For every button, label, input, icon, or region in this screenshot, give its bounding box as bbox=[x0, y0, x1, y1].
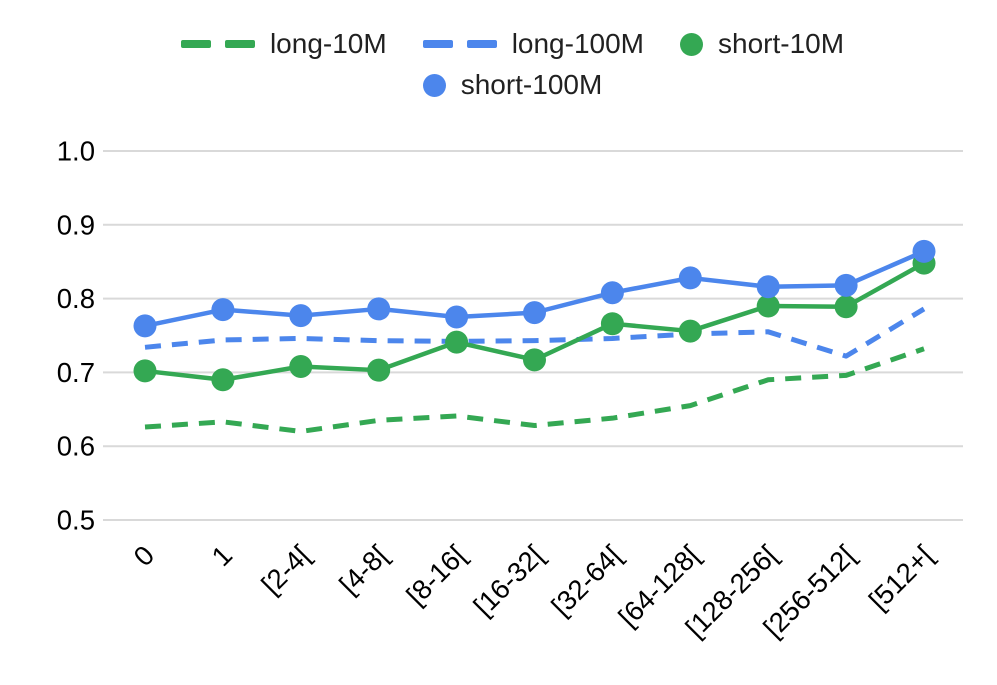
y-axis-tick-label: 0.7 bbox=[57, 357, 95, 388]
data-point-short-10M bbox=[133, 359, 157, 383]
legend-row-2: short-100M bbox=[422, 69, 603, 100]
y-axis-tick-label: 0.6 bbox=[57, 431, 95, 462]
x-axis-tick-label: 0 bbox=[128, 539, 161, 572]
data-point-short-10M bbox=[523, 348, 546, 372]
data-point-short-10M bbox=[600, 312, 624, 336]
legend-item-short-10M: short-10M bbox=[680, 30, 844, 58]
data-point-short-100M bbox=[367, 297, 391, 321]
data-point-short-100M bbox=[523, 301, 546, 325]
data-point-short-100M bbox=[912, 239, 936, 263]
y-axis-tick-label: 1.0 bbox=[57, 136, 95, 167]
data-point-short-10M bbox=[756, 294, 780, 318]
x-axis-tick-label: [8-16[ bbox=[400, 539, 472, 611]
series-line-long-100M bbox=[144, 306, 926, 359]
x-axis-tick-label: [512+[ bbox=[863, 539, 940, 616]
data-point-short-100M bbox=[289, 304, 313, 328]
x-axis-tick-label: [2-4[ bbox=[255, 539, 316, 600]
circle-marker-icon bbox=[680, 32, 703, 56]
legend-label: short-10M bbox=[718, 28, 845, 59]
data-point-short-10M bbox=[834, 295, 858, 319]
y-axis-tick-label: 0.8 bbox=[57, 283, 95, 314]
legend-label: short-100M bbox=[460, 69, 603, 100]
data-point-short-10M bbox=[211, 368, 235, 392]
data-point-short-100M bbox=[834, 273, 858, 297]
data-point-short-10M bbox=[445, 330, 469, 354]
legend-row-1: long-10M long-100M short-10M bbox=[180, 28, 844, 59]
data-point-short-100M bbox=[133, 314, 157, 338]
data-point-short-10M bbox=[678, 319, 702, 343]
chart-legend: long-10M long-100M short-10M short-100M bbox=[14, 30, 997, 99]
data-point-short-100M bbox=[445, 305, 469, 329]
data-point-short-10M bbox=[367, 358, 391, 382]
x-axis-tick-label: [4-8[ bbox=[333, 539, 394, 600]
data-point-short-100M bbox=[600, 281, 624, 305]
data-point-short-100M bbox=[678, 266, 702, 290]
dashed-line-marker-icon bbox=[422, 40, 497, 48]
y-axis-tick-label: 0.9 bbox=[57, 209, 95, 240]
legend-item-short-100M: short-100M bbox=[422, 69, 603, 100]
data-point-short-100M bbox=[756, 275, 780, 299]
legend-label: long-10M bbox=[269, 28, 387, 59]
x-axis-tick-label: [16-32[ bbox=[467, 539, 550, 622]
data-point-short-10M bbox=[289, 354, 313, 378]
y-axis-tick-label: 0.5 bbox=[57, 505, 95, 536]
dashed-line-marker-icon bbox=[180, 40, 255, 48]
series-line-long-10M bbox=[144, 346, 925, 434]
data-point-short-100M bbox=[211, 298, 235, 322]
legend-label: long-100M bbox=[511, 28, 644, 59]
x-axis-tick-label: 1 bbox=[205, 539, 238, 572]
circle-marker-icon bbox=[422, 73, 446, 97]
legend-item-long-10M: long-10M bbox=[180, 28, 387, 59]
legend-item-long-100M: long-100M bbox=[422, 28, 644, 59]
